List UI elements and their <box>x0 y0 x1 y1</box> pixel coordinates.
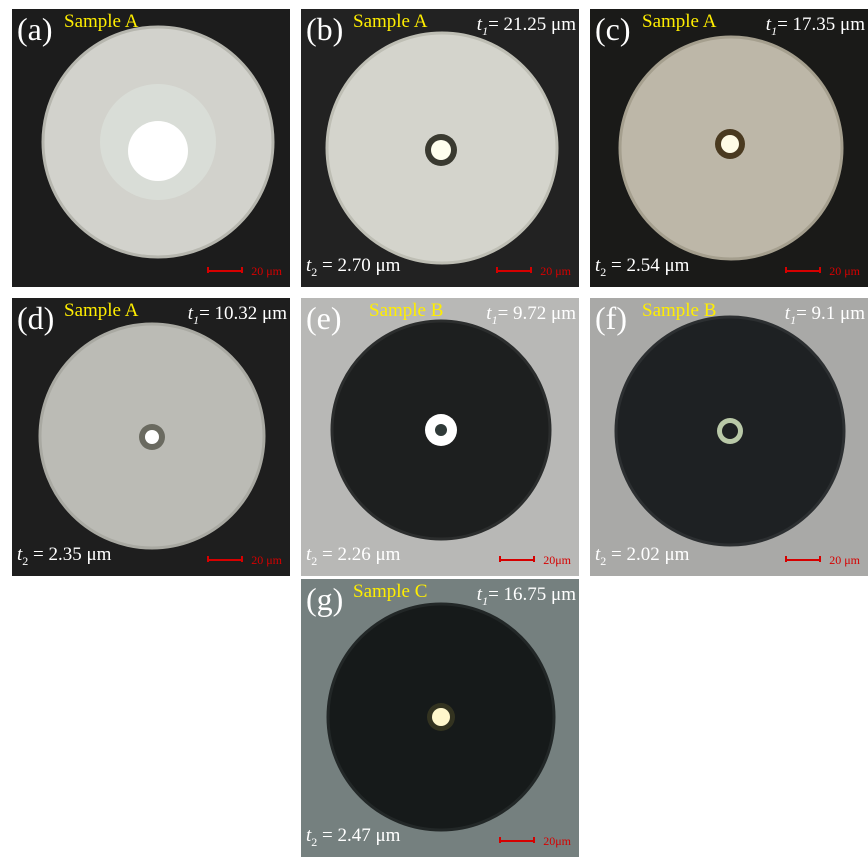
panel-a: (a) Sample A 20 μm <box>12 9 290 287</box>
panel-g: (g) Sample C t1= 16.75 μm t2 = 2.47 μm 2… <box>301 579 579 857</box>
scale-bar-label: 20μm <box>543 553 571 567</box>
t2-label: t2 = 2.02 μm <box>595 544 690 568</box>
t2-label: t2 = 2.35 μm <box>17 544 112 568</box>
scale-bar-line <box>785 556 822 562</box>
t2-value: 2.02 μm <box>626 544 690 566</box>
t2-label: t2 = 2.70 μm <box>306 255 401 279</box>
panel-letter: (c) <box>595 11 631 47</box>
fiber-core <box>721 135 739 153</box>
t2-value: 2.35 μm <box>48 544 112 566</box>
panel-e: (e) Sample B t1= 9.72 μm t2 = 2.26 μm 20… <box>301 298 579 576</box>
scale-bar-label: 20 μm <box>540 264 571 278</box>
t1-label: t1= 9.72 μm <box>486 303 576 327</box>
scale-bar-label: 20 μm <box>829 553 860 567</box>
sample-label: Sample A <box>642 11 717 32</box>
scale-bar: 20 μm <box>785 554 860 566</box>
scale-bar: 20μm <box>499 835 571 847</box>
t2-value: 2.54 μm <box>626 255 690 277</box>
scale-bar-line <box>785 267 822 273</box>
panel-letter: (f) <box>595 300 627 336</box>
fiber-core <box>432 708 450 726</box>
t1-value: 9.1 μm <box>811 303 865 324</box>
t1-label: t1= 10.32 μm <box>187 303 287 327</box>
micrograph-g <box>301 579 579 857</box>
micrograph-d <box>12 298 290 576</box>
scale-bar: 20 μm <box>207 554 282 566</box>
panel-letter: (b) <box>306 11 344 47</box>
micrograph-c <box>590 9 868 287</box>
t2-value: 2.47 μm <box>337 825 401 847</box>
panel-letter: (e) <box>306 300 342 336</box>
scale-bar-label: 20μm <box>543 834 571 848</box>
t1-value: 21.25 μm <box>503 14 576 35</box>
panel-b: (b) Sample A t1= 21.25 μm t2 = 2.70 μm 2… <box>301 9 579 287</box>
scale-bar: 20 μm <box>496 265 571 277</box>
scale-bar-line <box>499 556 536 562</box>
scale-bar: 20 μm <box>207 265 282 277</box>
micrograph-a <box>12 9 290 287</box>
panel-letter: (d) <box>17 300 55 336</box>
t1-label: t1= 17.35 μm <box>765 14 865 38</box>
fiber-core <box>128 121 188 181</box>
sample-label: Sample B <box>642 300 717 321</box>
panel-f: (f) Sample B t1= 9.1 μm t2 = 2.02 μm 20 … <box>590 298 868 576</box>
scale-bar-line <box>207 267 244 273</box>
core-center <box>722 423 738 439</box>
micrograph-e <box>301 298 579 576</box>
t1-label: t1= 21.25 μm <box>476 14 576 38</box>
sample-label: Sample C <box>353 581 428 602</box>
panel-letter: (a) <box>17 11 53 47</box>
panel-letter: (g) <box>306 581 344 617</box>
scale-bar-label: 20 μm <box>251 264 282 278</box>
core-center <box>435 424 447 436</box>
t2-value: 2.70 μm <box>337 255 401 277</box>
t2-label: t2 = 2.47 μm <box>306 825 401 849</box>
t1-value: 9.72 μm <box>513 303 576 324</box>
t1-value: 17.35 μm <box>792 14 865 35</box>
scale-bar-label: 20 μm <box>829 264 860 278</box>
sample-label: Sample A <box>64 11 139 32</box>
scale-bar: 20μm <box>499 554 571 566</box>
t2-value: 2.26 μm <box>337 544 401 566</box>
micrograph-f <box>590 298 868 576</box>
fiber-core <box>145 430 159 444</box>
t1-label: t1= 16.75 μm <box>476 584 576 608</box>
sample-label: Sample B <box>369 300 444 321</box>
t1-label: t1= 9.1 μm <box>784 303 865 327</box>
micrograph-b <box>301 9 579 287</box>
scale-bar-line <box>496 267 533 273</box>
scale-bar-line <box>499 837 536 843</box>
sample-label: Sample A <box>353 11 428 32</box>
t2-label: t2 = 2.26 μm <box>306 544 401 568</box>
scale-bar: 20 μm <box>785 265 860 277</box>
scale-bar-label: 20 μm <box>251 553 282 567</box>
panel-c: (c) Sample A t1= 17.35 μm t2 = 2.54 μm 2… <box>590 9 868 287</box>
panel-d: (d) Sample A t1= 10.32 μm t2 = 2.35 μm 2… <box>12 298 290 576</box>
fiber-core <box>431 140 451 160</box>
t2-label: t2 = 2.54 μm <box>595 255 690 279</box>
t1-value: 10.32 μm <box>214 303 287 324</box>
sample-label: Sample A <box>64 300 139 321</box>
t1-value: 16.75 μm <box>503 584 576 605</box>
scale-bar-line <box>207 556 244 562</box>
